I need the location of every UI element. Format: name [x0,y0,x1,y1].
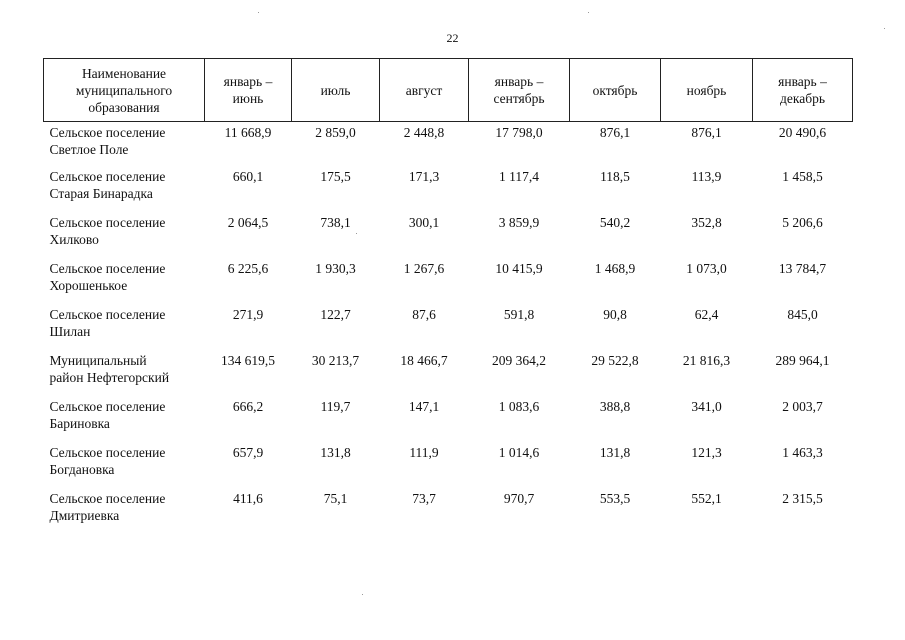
value-cell: 1 458,5 [782,169,823,184]
value-cell: 13 784,7 [778,261,827,276]
value-cell: 289 964,1 [775,353,830,368]
value-cell: 657,9 [232,445,264,460]
value-cell: 147,1 [408,399,440,414]
value-cell: 1 073,0 [686,261,727,276]
value-cell: 1 463,3 [782,445,823,460]
value-cell: 1 083,6 [498,399,540,414]
value-cell: 2 064,5 [227,215,269,230]
value-cell: 6 225,6 [227,261,269,276]
table-row: Сельское поселение Шилан 271,9 122,7 87,… [44,306,853,352]
value-cell: 876,1 [691,125,722,140]
value-cell: 738,1 [320,215,351,230]
value-cell: 552,1 [691,491,722,506]
value-cell: 845,0 [787,307,818,322]
value-cell: 2 003,7 [782,399,823,414]
header-jan-dec: январь – декабрь [752,58,853,122]
table-row: Сельское поселение Бариновка 666,2 119,7… [44,398,853,444]
table-row: Муниципальный район Нефтегорский 134 619… [44,352,853,398]
scan-speck [884,28,885,29]
value-cell: 388,8 [599,399,631,414]
row-name-cell: Сельское поселение Светлое Поле [49,125,166,157]
value-cell: 1 468,9 [594,261,636,276]
value-cell: 300,1 [408,215,440,230]
scan-speck [588,12,589,13]
table-row: Сельское поселение Дмитриевка 411,6 75,1… [44,490,853,536]
page-number: 22 [446,31,459,45]
table-body: Сельское поселение Светлое Поле 11 668,9… [44,122,853,537]
value-cell: 73,7 [412,491,436,506]
value-cell: 62,4 [694,307,719,322]
value-cell: 352,8 [691,215,722,230]
value-cell: 1 267,6 [403,261,445,276]
value-cell: 113,9 [691,169,722,184]
value-cell: 1 014,6 [498,445,540,460]
value-cell: 5 206,6 [782,215,823,230]
value-cell: 111,9 [409,445,439,460]
value-cell: 591,8 [503,307,535,322]
table-row: Сельское поселение Хилково 2 064,5 738,1… [44,214,853,260]
header-jan-jun: январь – июнь [204,58,292,122]
row-name-cell: Сельское поселение Хорошенькое [49,261,166,293]
scan-speck [356,233,357,234]
value-cell: 2 315,5 [782,491,823,506]
value-cell: 209 364,2 [492,353,546,368]
value-cell: 11 668,9 [224,125,272,140]
row-name-cell: Сельское поселение Старая Бинарадка [49,169,166,201]
value-cell: 1 117,4 [499,169,539,184]
table-row: Сельское поселение Хорошенькое 6 225,6 1… [44,260,853,306]
value-cell: 131,8 [320,445,351,460]
table-row: Сельское поселение Старая Бинарадка 660,… [44,168,853,214]
value-cell: 18 466,7 [400,353,448,368]
value-cell: 20 490,6 [778,125,827,140]
value-cell: 3 859,9 [498,215,540,230]
value-cell: 876,1 [599,125,631,140]
value-cell: 660,1 [232,169,264,184]
value-cell: 171,3 [408,169,440,184]
value-cell: 29 522,8 [591,353,639,368]
header-august: август [379,58,469,122]
value-cell: 271,9 [232,307,264,322]
value-cell: 341,0 [691,399,722,414]
header-row: Наименование муниципального образования … [43,58,853,122]
value-cell: 1 930,3 [315,261,356,276]
value-cell: 87,6 [412,307,436,322]
scan-speck [362,594,363,595]
header-jan-sep: январь – сентябрь [468,58,570,122]
value-cell: 17 798,0 [495,125,543,140]
row-name-cell: Сельское поселение Богдановка [49,445,166,477]
value-cell: 411,6 [233,491,263,506]
value-cell: 134 619,5 [221,353,275,368]
scan-speck [258,12,259,13]
table-row: Сельское поселение Богдановка 657,9 131,… [44,444,853,490]
row-name-cell: Сельское поселение Дмитриевка [49,491,166,523]
value-cell: 30 213,7 [311,353,360,368]
value-cell: 75,1 [323,491,348,506]
value-cell: 553,5 [599,491,631,506]
header-november: ноябрь [660,58,753,122]
value-cell: 2 448,8 [403,125,445,140]
value-cell: 131,8 [599,445,631,460]
value-cell: 119,7 [320,399,351,414]
value-cell: 175,5 [320,169,351,184]
value-cell: 90,8 [603,307,627,322]
header-october: октябрь [569,58,661,122]
value-cell: 118,5 [600,169,630,184]
value-cell: 122,7 [320,307,351,322]
row-name-cell: Сельское поселение Шилан [49,307,166,339]
header-municipality: Наименование муниципального образования [43,58,205,122]
row-name-cell: Муниципальный район Нефтегорский [49,353,170,385]
header-july: июль [291,58,380,122]
value-cell: 666,2 [232,399,264,414]
value-cell: 540,2 [599,215,631,230]
value-cell: 970,7 [503,491,535,506]
value-cell: 2 859,0 [315,125,356,140]
row-name-cell: Сельское поселение Бариновка [49,399,166,431]
table-row: Сельское поселение Светлое Поле 11 668,9… [44,122,853,169]
data-table: Наименование муниципального образования … [43,58,853,536]
value-cell: 21 816,3 [682,353,731,368]
value-cell: 10 415,9 [495,261,543,276]
row-name-cell: Сельское поселение Хилково [49,215,166,247]
value-cell: 121,3 [691,445,722,460]
table-header: Наименование муниципального образования … [43,58,853,122]
